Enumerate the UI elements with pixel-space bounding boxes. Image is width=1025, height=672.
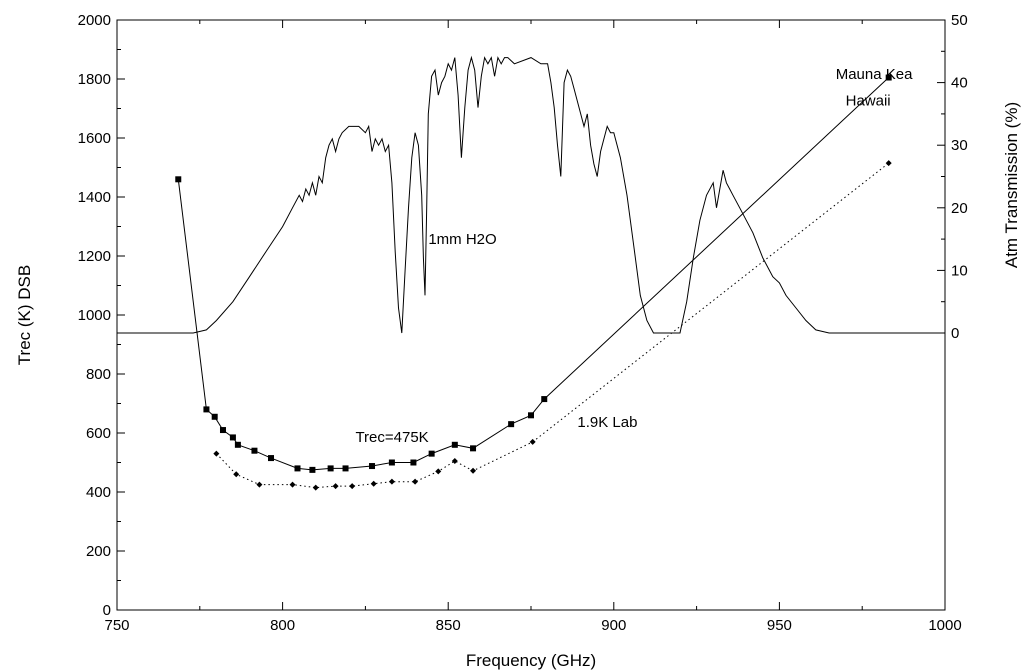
y-tick-label: 200: [86, 543, 111, 560]
series-point: [470, 445, 476, 451]
series-point: [175, 176, 181, 182]
annotation: Trec=475K: [355, 429, 428, 446]
series-point: [212, 414, 218, 420]
y2-axis-title: Atm Transmission (%): [1002, 102, 1021, 268]
x-tick-label: 900: [601, 617, 626, 634]
x-tick-label: 850: [436, 617, 461, 634]
series-point: [530, 439, 536, 445]
series-point: [349, 483, 355, 489]
y-tick-label: 1400: [78, 189, 111, 206]
series-point: [268, 455, 274, 461]
y2-tick-label: 40: [951, 75, 968, 92]
y-tick-label: 1800: [78, 71, 111, 88]
series-layer: [117, 58, 945, 491]
y2-tick-label: 50: [951, 12, 968, 29]
series-point: [371, 481, 377, 487]
series-point: [429, 451, 435, 457]
y-tick-label: 0: [103, 602, 111, 619]
y2-tick-label: 30: [951, 137, 968, 154]
y-axis-title: Trec (K) DSB: [15, 265, 34, 365]
x-tick-label: 1000: [928, 617, 961, 634]
annotation: 1mm H2O: [428, 231, 496, 248]
annotation: Mauna Kea: [836, 66, 913, 83]
series-point: [213, 451, 219, 457]
series-point: [328, 465, 334, 471]
series-point: [220, 427, 226, 433]
y-tick-label: 600: [86, 425, 111, 442]
series-point: [343, 465, 349, 471]
series-point: [528, 412, 534, 418]
x-tick-label: 800: [270, 617, 295, 634]
series-point: [410, 460, 416, 466]
y-tick-label: 800: [86, 366, 111, 383]
series-point: [233, 471, 239, 477]
series-point: [389, 479, 395, 485]
y-tick-label: 2000: [78, 12, 111, 29]
annotation: 1.9K Lab: [577, 414, 637, 431]
series-point: [389, 460, 395, 466]
series-line-2: [117, 58, 945, 333]
x-tick-label: 950: [767, 617, 792, 634]
series-point: [886, 160, 892, 166]
y2-tick-label: 10: [951, 262, 968, 279]
ticks-layer: [117, 20, 945, 610]
y-tick-label: 1200: [78, 248, 111, 265]
series-point: [470, 468, 476, 474]
series-point: [251, 448, 257, 454]
series-point: [203, 406, 209, 412]
y-tick-label: 1600: [78, 130, 111, 147]
y-tick-label: 400: [86, 484, 111, 501]
y-tick-label: 1000: [78, 307, 111, 324]
series-point: [541, 396, 547, 402]
series-point: [256, 482, 262, 488]
series-point: [508, 421, 514, 427]
series-point: [333, 483, 339, 489]
series-point: [435, 468, 441, 474]
x-axis-title: Frequency (GHz): [466, 651, 596, 670]
series-line-0: [178, 78, 888, 470]
series-point: [230, 434, 236, 440]
annotation: Hawaii: [846, 93, 891, 110]
series-point: [290, 482, 296, 488]
series-point: [313, 485, 319, 491]
series-point: [412, 479, 418, 485]
series-point: [309, 467, 315, 473]
y2-tick-label: 20: [951, 200, 968, 217]
series-point: [452, 458, 458, 464]
series-point: [295, 465, 301, 471]
y2-tick-label: 0: [951, 325, 959, 342]
series-point: [369, 463, 375, 469]
series-point: [452, 442, 458, 448]
series-line-1: [216, 163, 888, 488]
plot-frame: [117, 20, 945, 610]
series-point: [235, 442, 241, 448]
label-layer: 750 800 850 900 950 1000020040060080010001200…: [78, 12, 968, 634]
x-tick-label: 750: [104, 617, 129, 634]
